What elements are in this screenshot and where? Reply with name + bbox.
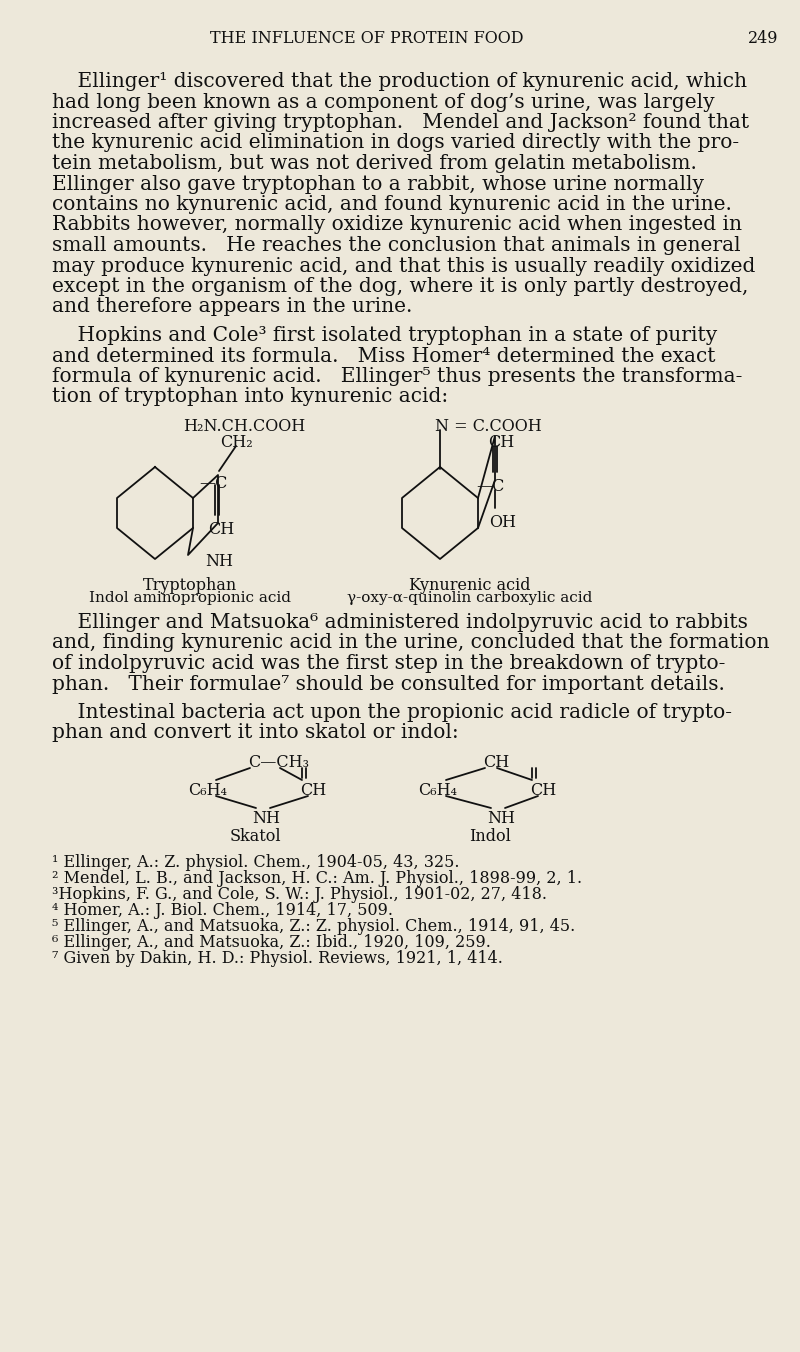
Text: tion of tryptophan into kynurenic acid:: tion of tryptophan into kynurenic acid:: [52, 388, 448, 407]
Text: CH₂: CH₂: [220, 434, 253, 452]
Text: Rabbits however, normally oxidize kynurenic acid when ingested in: Rabbits however, normally oxidize kynure…: [52, 215, 742, 234]
Text: —C: —C: [199, 475, 227, 492]
Text: CH: CH: [488, 434, 514, 452]
Text: had long been known as a component of dog’s urine, was largely: had long been known as a component of do…: [52, 92, 714, 111]
Text: of indolpyruvic acid was the first step in the breakdown of trypto-: of indolpyruvic acid was the first step …: [52, 654, 726, 673]
Text: may produce kynurenic acid, and that this is usually readily oxidized: may produce kynurenic acid, and that thi…: [52, 257, 755, 276]
Text: and therefore appears in the urine.: and therefore appears in the urine.: [52, 297, 412, 316]
Text: Hopkins and Cole³ first isolated tryptophan in a state of purity: Hopkins and Cole³ first isolated tryptop…: [52, 326, 718, 345]
Text: Kynurenic acid: Kynurenic acid: [410, 577, 530, 594]
Text: ¹ Ellinger, A.: Z. physiol. Chem., 1904-05, 43, 325.: ¹ Ellinger, A.: Z. physiol. Chem., 1904-…: [52, 854, 459, 871]
Text: ⁷ Given by Dakin, H. D.: Physiol. Reviews, 1921, 1, 414.: ⁷ Given by Dakin, H. D.: Physiol. Review…: [52, 950, 503, 967]
Text: Tryptophan: Tryptophan: [143, 577, 237, 594]
Text: C—CH₃: C—CH₃: [248, 754, 309, 771]
Text: ⁴ Homer, A.: J. Biol. Chem., 1914, 17, 509.: ⁴ Homer, A.: J. Biol. Chem., 1914, 17, 5…: [52, 902, 393, 919]
Text: NH: NH: [252, 810, 280, 827]
Text: C₆H₄: C₆H₄: [418, 781, 457, 799]
Text: γ-oxy-α-quinolin carboxylic acid: γ-oxy-α-quinolin carboxylic acid: [347, 591, 593, 604]
Text: the kynurenic acid elimination in dogs varied directly with the pro-: the kynurenic acid elimination in dogs v…: [52, 134, 739, 153]
Text: phan.   Their formulae⁷ should be consulted for important details.: phan. Their formulae⁷ should be consulte…: [52, 675, 725, 694]
Text: increased after giving tryptophan.   Mendel and Jackson² found that: increased after giving tryptophan. Mende…: [52, 114, 749, 132]
Text: phan and convert it into skatol or indol:: phan and convert it into skatol or indol…: [52, 723, 458, 742]
Text: Intestinal bacteria act upon the propionic acid radicle of trypto-: Intestinal bacteria act upon the propion…: [52, 703, 732, 722]
Text: Ellinger also gave tryptophan to a rabbit, whose urine normally: Ellinger also gave tryptophan to a rabbi…: [52, 174, 704, 193]
Text: ⁶ Ellinger, A., and Matsuoka, Z.: Ibid., 1920, 109, 259.: ⁶ Ellinger, A., and Matsuoka, Z.: Ibid.,…: [52, 934, 491, 950]
Text: ⁵ Ellinger, A., and Matsuoka, Z.: Z. physiol. Chem., 1914, 91, 45.: ⁵ Ellinger, A., and Matsuoka, Z.: Z. phy…: [52, 918, 575, 936]
Text: Ellinger¹ discovered that the production of kynurenic acid, which: Ellinger¹ discovered that the production…: [52, 72, 747, 91]
Text: CH: CH: [300, 781, 326, 799]
Text: Indol aminopropionic acid: Indol aminopropionic acid: [89, 591, 291, 604]
Text: Ellinger and Matsuoka⁶ administered indolpyruvic acid to rabbits: Ellinger and Matsuoka⁶ administered indo…: [52, 612, 748, 631]
Text: Indol: Indol: [469, 827, 511, 845]
Text: C₆H₄: C₆H₄: [188, 781, 227, 799]
Text: CH: CH: [530, 781, 556, 799]
Text: and determined its formula.   Miss Homer⁴ determined the exact: and determined its formula. Miss Homer⁴ …: [52, 346, 715, 365]
Text: formula of kynurenic acid.   Ellinger⁵ thus presents the transforma-: formula of kynurenic acid. Ellinger⁵ thu…: [52, 366, 742, 387]
Text: —C: —C: [476, 479, 504, 495]
Text: CH: CH: [208, 521, 234, 538]
Text: N = C.COOH: N = C.COOH: [435, 418, 542, 435]
Text: and, finding kynurenic acid in the urine, concluded that the formation: and, finding kynurenic acid in the urine…: [52, 634, 770, 653]
Text: OH: OH: [489, 514, 516, 531]
Text: CH: CH: [483, 754, 510, 771]
Text: NH: NH: [487, 810, 515, 827]
Text: THE INFLUENCE OF PROTEIN FOOD: THE INFLUENCE OF PROTEIN FOOD: [210, 30, 523, 47]
Text: H₂N.CH.COOH: H₂N.CH.COOH: [183, 418, 306, 435]
Text: contains no kynurenic acid, and found kynurenic acid in the urine.: contains no kynurenic acid, and found ky…: [52, 195, 732, 214]
Text: ³Hopkins, F. G., and Cole, S. W.: J. Physiol., 1901-02, 27, 418.: ³Hopkins, F. G., and Cole, S. W.: J. Phy…: [52, 886, 547, 903]
Text: except in the organism of the dog, where it is only partly destroyed,: except in the organism of the dog, where…: [52, 277, 748, 296]
Text: NH: NH: [205, 553, 233, 571]
Text: Skatol: Skatol: [229, 827, 281, 845]
Text: tein metabolism, but was not derived from gelatin metabolism.: tein metabolism, but was not derived fro…: [52, 154, 697, 173]
Text: ² Mendel, L. B., and Jackson, H. C.: Am. J. Physiol., 1898-99, 2, 1.: ² Mendel, L. B., and Jackson, H. C.: Am.…: [52, 869, 582, 887]
Text: small amounts.   He reaches the conclusion that animals in general: small amounts. He reaches the conclusion…: [52, 237, 741, 256]
Text: 249: 249: [748, 30, 778, 47]
